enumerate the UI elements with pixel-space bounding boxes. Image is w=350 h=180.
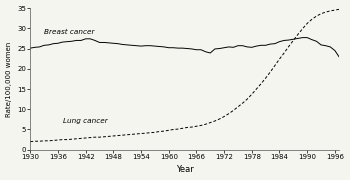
X-axis label: Year: Year	[176, 165, 194, 174]
Text: Lung cancer: Lung cancer	[63, 118, 107, 124]
Text: Breast cancer: Breast cancer	[44, 29, 94, 35]
Y-axis label: Rate/100,000 women: Rate/100,000 women	[6, 41, 12, 116]
